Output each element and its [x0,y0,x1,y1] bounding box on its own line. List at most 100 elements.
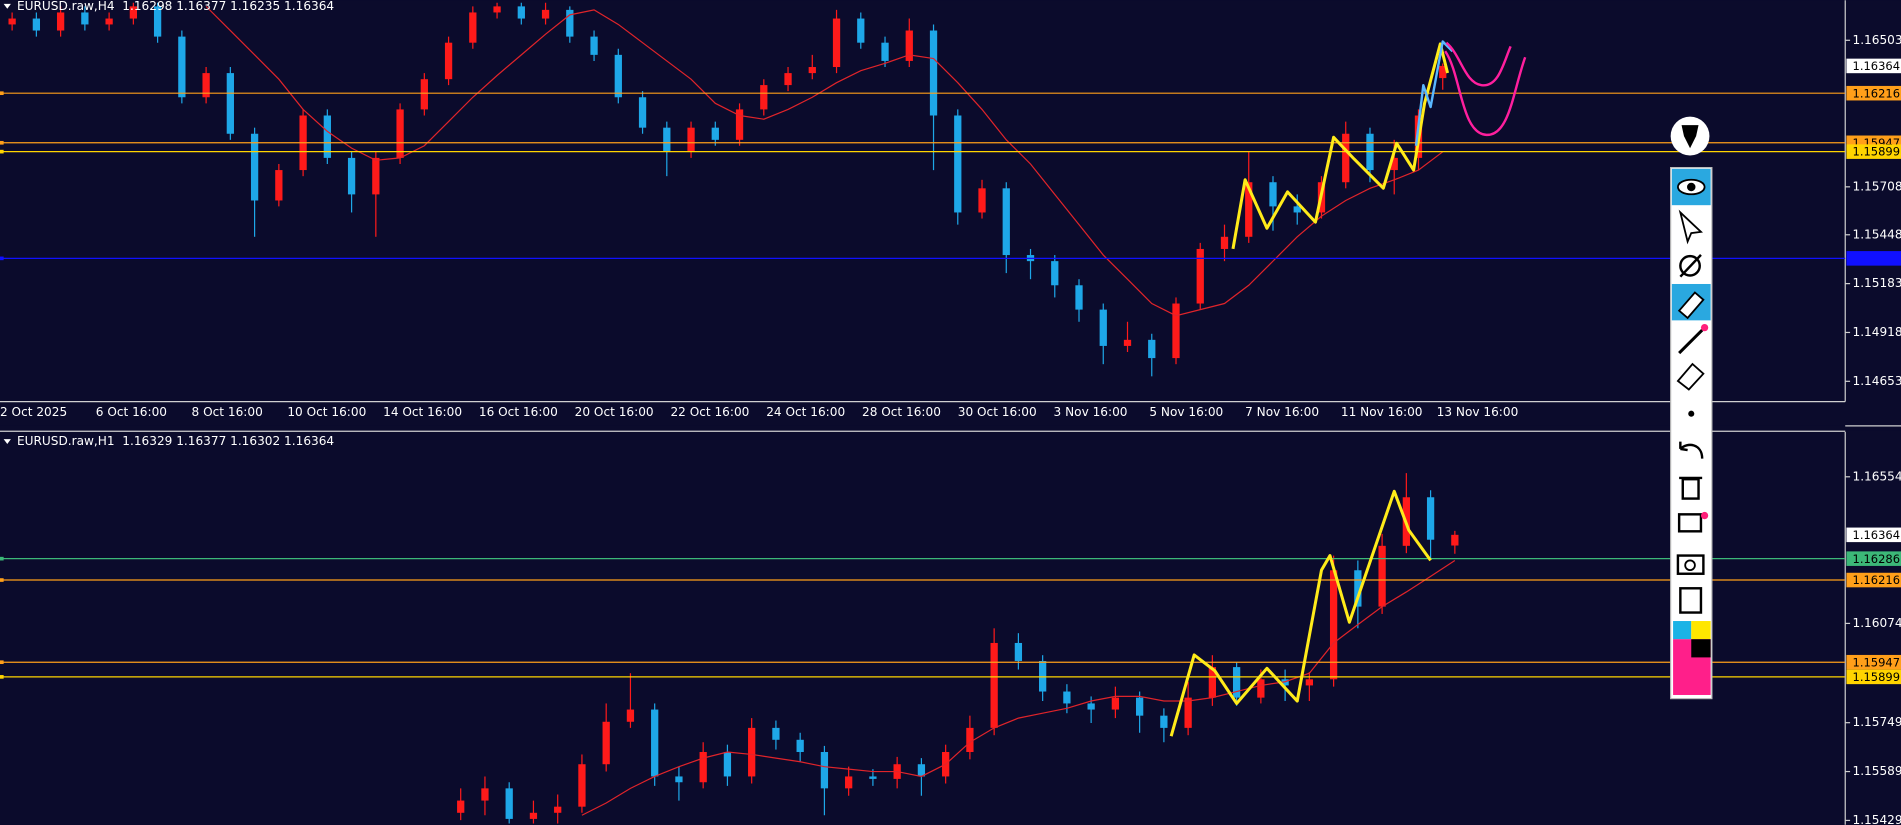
header-toggle[interactable] [3,3,11,9]
candle-body [602,721,610,765]
y-tick-label: 1.15708 [1853,179,1901,193]
chart-header: EURUSD.raw,H4 1.16298 1.16377 1.16235 1.… [17,0,334,13]
price-level-label: 1.15899 [1853,145,1901,159]
candle-body [1305,679,1313,686]
tool-cursor[interactable] [1678,209,1703,245]
x-tick-label: 30 Oct 16:00 [958,405,1037,419]
tool-clipboard[interactable] [1679,587,1703,614]
color-swatch[interactable] [1691,639,1711,658]
candle-body [202,73,210,98]
color-swatch[interactable] [1673,621,1692,640]
drawn-curve [1445,41,1512,87]
candle-body [323,115,331,158]
level-anchor [0,675,4,679]
x-tick-label: 14 Oct 16:00 [383,405,462,419]
candle-body [990,642,998,728]
x-tick-label: 5 Nov 16:00 [1149,405,1223,419]
candle-body [554,806,562,813]
tool-camera[interactable] [1676,554,1705,575]
candle-body [529,812,538,819]
x-tick-label: 16 Oct 16:00 [479,405,558,419]
level-anchor [0,660,4,665]
tool-eraser[interactable] [1676,362,1705,391]
level-anchor [0,91,4,96]
drawing-toolbar [1670,116,1713,700]
price-level-box [1846,654,1901,670]
candle-body [1208,667,1217,698]
candle-body [675,776,683,783]
x-tick-label: 13 Nov 16:00 [1437,405,1519,419]
candle-body [1257,679,1265,698]
moving-average [581,559,1456,816]
candle-body [1099,309,1107,346]
y-tick-label: 1.15749 [1853,715,1901,729]
candle-body [663,127,671,152]
candle-body [1135,697,1144,716]
candle-body [845,776,853,789]
tool-dot[interactable] [1688,410,1695,417]
camera-icon [1684,559,1696,572]
candle-body [614,54,622,98]
y-tick-label: 1.15429 [1853,813,1901,825]
tool-line[interactable] [1678,328,1704,355]
panel-separator [0,425,1901,431]
price-level-box [1846,572,1901,588]
candle-body [1111,697,1120,710]
eye-pupil [1687,182,1696,192]
candle-body [505,788,513,819]
candle-body [517,6,525,19]
candle-body [1051,261,1059,286]
candle-body [711,127,719,140]
x-tick-label: 7 Nov 16:00 [1245,405,1319,419]
candle-body [772,727,780,740]
candle-body [444,42,453,80]
candle-body [81,12,89,25]
tool-timer[interactable] [1679,254,1701,277]
price-level-box [1846,527,1901,543]
level-anchor [0,149,4,154]
candle-body [808,67,816,74]
x-tick-label: 22 Oct 16:00 [670,405,749,419]
x-tick-label: 3 Nov 16:00 [1054,405,1128,419]
candle-body [1451,534,1459,546]
candle-body [457,800,465,813]
candle-body [1123,339,1132,346]
price-level-label: 1.16364 [1853,528,1901,542]
y-tick-label: 1.16554 [1853,469,1901,483]
price-level-label: 1.16216 [1853,573,1901,587]
header-toggle[interactable] [3,439,11,445]
candle-body [372,157,380,195]
tool-undo[interactable] [1679,441,1704,459]
candle-body [1087,703,1095,710]
y-tick-label: 1.16074 [1853,616,1901,630]
candle-body [1196,248,1204,304]
color-swatch[interactable] [1691,621,1711,640]
candle-body [1329,570,1338,680]
candle-body [978,188,986,213]
y-tick-label: 1.14653 [1853,374,1901,388]
candle-body [578,764,586,807]
candle-body [1039,660,1047,692]
price-level-label: 1.16364 [1853,59,1901,73]
candle-body [760,85,768,110]
candle-body [1293,206,1301,213]
timer-icon [1679,254,1702,278]
candle-body [8,18,16,25]
candle-body [129,6,137,19]
x-tick-label: 10 Oct 16:00 [287,405,366,419]
candle-body [178,36,186,98]
tool-badge [1700,511,1709,520]
drawn-zigzag [1169,489,1432,737]
candle-body [832,18,841,68]
x-tick-label: 6 Oct 16:00 [96,405,167,419]
tool-screen[interactable] [1677,513,1703,533]
candle-body [638,97,647,128]
candle-body [626,709,635,722]
candle-body [1148,339,1156,359]
candle-body [966,727,974,753]
price-level-box [1846,551,1901,566]
candle-body [796,739,804,753]
